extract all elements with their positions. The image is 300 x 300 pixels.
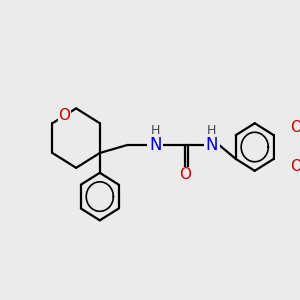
Text: O: O	[179, 167, 191, 182]
Text: O: O	[290, 120, 300, 135]
Text: H: H	[151, 124, 160, 137]
Text: O: O	[290, 159, 300, 174]
Text: N: N	[206, 136, 218, 154]
Text: O: O	[58, 108, 70, 123]
Text: H: H	[207, 124, 217, 137]
Text: N: N	[149, 136, 162, 154]
